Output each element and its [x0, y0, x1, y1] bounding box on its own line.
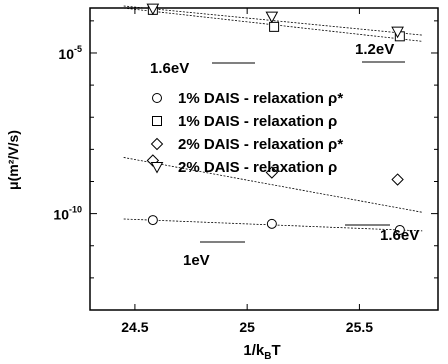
data-point-s1-1: [269, 21, 280, 32]
x-tick-label-2: 25.5: [346, 319, 373, 335]
fit-line-2: [123, 157, 423, 213]
annotation-label-0: 1.2eV: [355, 41, 394, 58]
data-point-s3-2: [391, 26, 404, 39]
data-point-s0-0: [147, 215, 158, 226]
legend-marker-1: [152, 116, 162, 126]
x-axis-label: 1/kBT: [243, 342, 280, 362]
legend-label-2: 2% DAIS - relaxation ρ*: [178, 136, 343, 153]
annotations: 1.2eV 1.6eV 1.6eV 1eV: [150, 41, 419, 269]
annotation-label-3: 1eV: [183, 252, 210, 269]
y-tick-label-0: 10-5: [58, 44, 82, 62]
legend: 1% DAIS - relaxation ρ* 1% DAIS - relaxat…: [150, 90, 343, 176]
data-point-s2-2: [391, 173, 404, 186]
annotation-label-1: 1.6eV: [150, 60, 189, 77]
axis-ticks: 24.5 25 25.5 10-5 10-10: [53, 8, 438, 335]
y-tick-label-1: 10-10: [53, 205, 82, 223]
legend-label-0: 1% DAIS - relaxation ρ*: [178, 90, 343, 107]
data-point-s3-0: [146, 3, 160, 16]
fit-line-3: [123, 5, 423, 36]
data-points: [146, 3, 405, 235]
plot-frame: [89, 7, 439, 311]
fit-line-1: [123, 7, 423, 42]
fit-line-0: [123, 218, 423, 232]
legend-label-1: 1% DAIS - relaxation ρ: [178, 113, 337, 130]
legend-marker-0: [152, 93, 162, 103]
legend-marker-2: [150, 137, 164, 151]
data-point-s0-2: [394, 224, 405, 235]
legend-marker-3: [150, 162, 164, 174]
annotation-label-2: 1.6eV: [380, 227, 419, 244]
y-axis-label: μ(m²/V/s): [5, 130, 21, 190]
data-point-s2-1: [265, 166, 279, 179]
x-tick-label-0: 24.5: [121, 319, 148, 335]
x-tick-label-1: 25: [239, 319, 255, 335]
data-point-s3-1: [265, 11, 279, 24]
legend-label-3: 2% DAIS - relaxation ρ: [178, 159, 337, 176]
fit-lines: [123, 5, 423, 232]
data-point-s0-1: [266, 218, 277, 229]
